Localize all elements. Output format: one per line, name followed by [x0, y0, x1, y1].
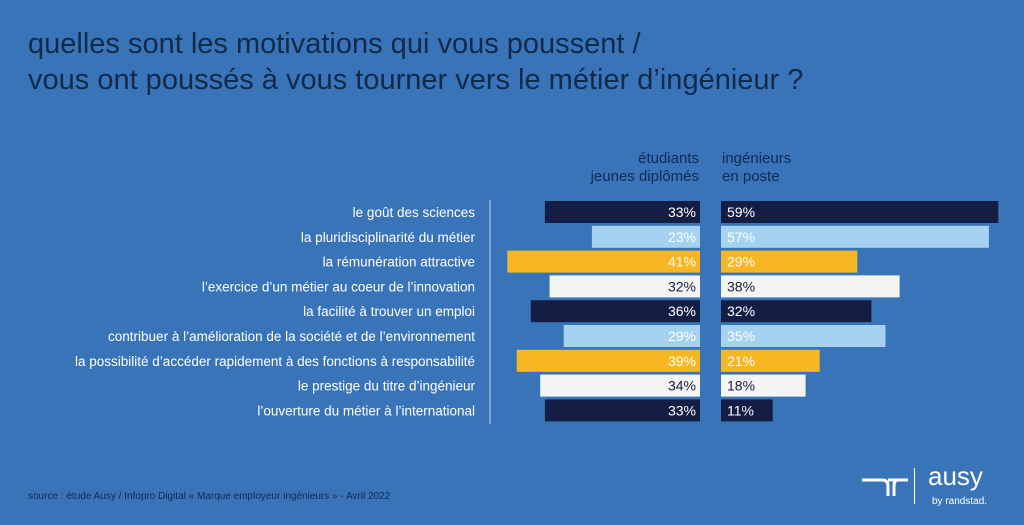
brand-subtitle: by randstad. [932, 496, 988, 507]
category-label: la rémunération attractive [323, 255, 475, 270]
series-header-students-line-1: étudiants [638, 150, 699, 167]
series-header-engineers-line-2: en poste [722, 168, 780, 185]
title-line-2: vous ont poussés à vous tourner vers le … [28, 64, 804, 96]
data-label-students: 34% [668, 378, 696, 394]
bar-engineers [721, 201, 999, 223]
logo-divider [914, 468, 915, 504]
bar-students [516, 349, 700, 372]
data-label-engineers: 21% [727, 353, 755, 369]
bar-engineers [721, 325, 886, 347]
data-label-students: 29% [668, 328, 696, 344]
data-label-engineers: 59% [727, 204, 755, 220]
series-header-engineers: ingénieurs en poste [722, 150, 922, 186]
randstad-logo-icon [862, 478, 908, 496]
bar-engineers [721, 225, 989, 248]
bar-students [540, 374, 700, 397]
bar-engineers [721, 250, 858, 273]
data-label-students: 39% [668, 353, 696, 369]
data-label-engineers: 35% [727, 328, 755, 344]
bar-engineers [721, 374, 806, 397]
bar-students [507, 250, 700, 273]
data-label-students: 33% [668, 204, 696, 220]
bar-students [530, 300, 700, 323]
data-label-engineers: 29% [727, 254, 755, 270]
data-label-students: 33% [668, 402, 696, 418]
bar-engineers [721, 349, 820, 372]
data-label-engineers: 57% [727, 229, 755, 245]
category-label: l’ouverture du métier à l’international [257, 403, 475, 418]
series-header-students: étudiants jeunes diplômés [499, 150, 699, 186]
category-label: la facilité à trouver un emploi [303, 304, 475, 319]
category-label: le goût des sciences [353, 205, 476, 220]
category-label: l’exercice d’un métier au coeur de l’inn… [202, 279, 475, 294]
category-label: contribuer à l’amélioration de la sociét… [108, 329, 475, 344]
series-header-students-line-2: jeunes diplômés [590, 168, 699, 185]
category-label: le prestige du titre d’ingénieur [298, 379, 476, 394]
category-label: la pluridisciplinarité du métier [301, 230, 476, 245]
data-label-engineers: 11% [727, 402, 754, 418]
data-label-students: 36% [668, 303, 696, 319]
source-note: source : étude Ausy / Infopro Digital « … [28, 491, 391, 502]
data-label-engineers: 38% [727, 278, 755, 294]
brand-name: ausy [928, 461, 983, 491]
data-label-students: 41% [668, 254, 696, 270]
bar-engineers [721, 300, 872, 323]
data-label-engineers: 32% [727, 303, 755, 319]
bar-students [549, 275, 700, 298]
chart-title: quelles sont les motivations qui vous po… [28, 26, 1008, 98]
bar-students [544, 399, 700, 422]
category-label: la possibilité d’accéder rapidement à de… [75, 354, 475, 369]
bar-students [591, 225, 700, 248]
data-label-students: 32% [668, 278, 696, 294]
data-label-engineers: 18% [727, 378, 755, 394]
bar-students [563, 325, 700, 347]
bar-engineers [721, 399, 773, 422]
bar-students [544, 201, 700, 223]
title-line-1: quelles sont les motivations qui vous po… [28, 28, 641, 60]
bar-engineers [721, 275, 900, 298]
data-label-students: 23% [668, 229, 696, 245]
series-header-engineers-line-1: ingénieurs [722, 150, 792, 167]
